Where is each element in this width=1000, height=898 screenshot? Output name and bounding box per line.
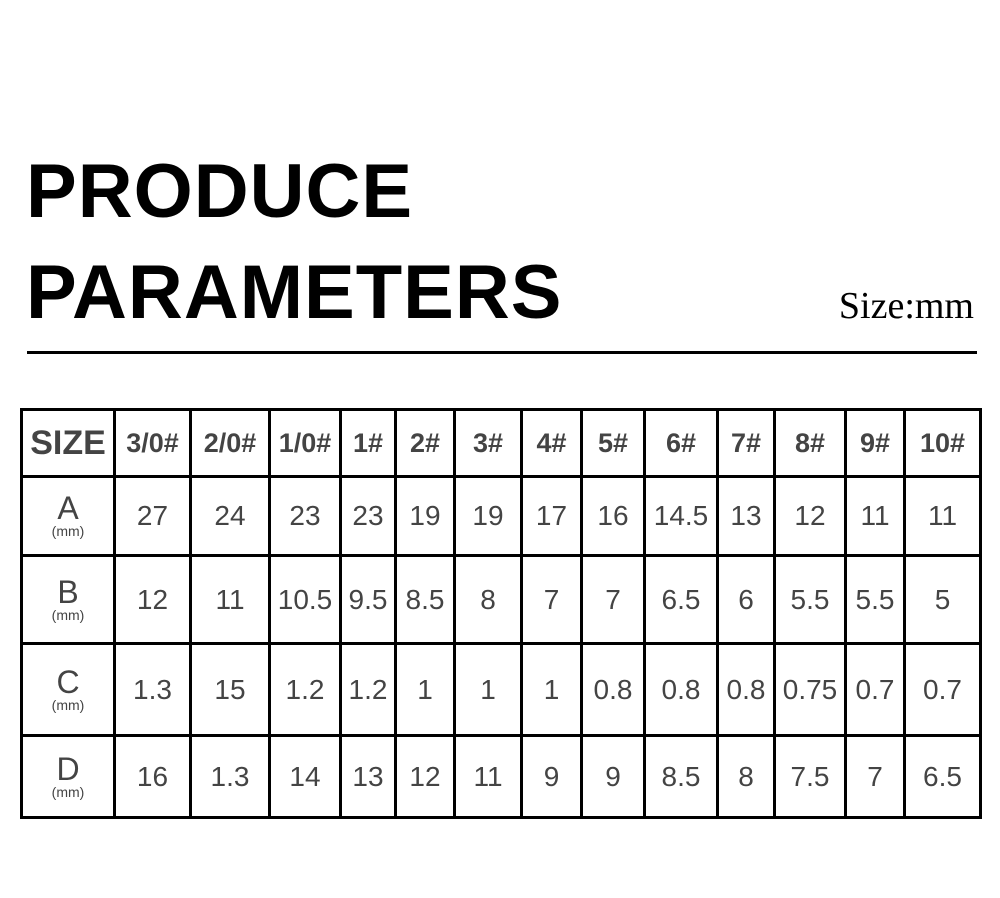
value-cell: 9.5 [339, 554, 397, 645]
value-cell: 0.8 [643, 642, 719, 737]
header-cell: 8# [773, 408, 847, 478]
header-cell: 1# [339, 408, 397, 478]
value-cell: 11 [453, 734, 523, 819]
unit-note: Size:mm [838, 285, 974, 327]
header-cell: SIZE [20, 408, 116, 478]
value-cell: 0.75 [773, 642, 847, 737]
value-cell: 5 [903, 554, 982, 645]
value-cell: 11 [189, 554, 271, 645]
row-unit: (mm) [51, 523, 85, 539]
header-cell: 5# [580, 408, 646, 478]
value-cell: 1.2 [268, 642, 342, 737]
value-cell: 13 [339, 734, 397, 819]
table-row: B (mm) 12 11 10.5 9.5 8.5 8 7 7 6.5 6 5.5 5.5 5 [20, 554, 982, 645]
value-cell: 0.7 [844, 642, 906, 737]
value-cell: 24 [189, 475, 271, 557]
table-row: D (mm) 16 1.3 14 13 12 11 9 9 8.5 8 7.5 7 6.5 [20, 734, 982, 819]
value-cell: 10.5 [268, 554, 342, 645]
header-cell: 4# [520, 408, 583, 478]
value-cell: 9 [520, 734, 583, 819]
value-cell: 16 [113, 734, 192, 819]
value-cell: 1.2 [339, 642, 397, 737]
header-cell: 10# [903, 408, 982, 478]
value-cell: 7.5 [773, 734, 847, 819]
row-label-cell: C (mm) [20, 642, 116, 737]
value-cell: 0.8 [716, 642, 776, 737]
table-row: C (mm) 1.3 15 1.2 1.2 1 1 1 0.8 0.8 0.8 0.75 0.7 0.7 [20, 642, 982, 737]
row-label: B [57, 573, 79, 610]
value-cell: 6.5 [643, 554, 719, 645]
value-cell: 15 [189, 642, 271, 737]
value-cell: 1.3 [113, 642, 192, 737]
value-cell: 6 [716, 554, 776, 645]
value-cell: 9 [580, 734, 646, 819]
value-cell: 0.8 [580, 642, 646, 737]
value-cell: 17 [520, 475, 583, 557]
value-cell: 8.5 [394, 554, 456, 645]
row-label-cell: A (mm) [20, 475, 116, 557]
header-row: SIZE 3/0# 2/0# 1/0# 1# 2# 3# 4# 5# 6# 7# 8# 9# 10# [20, 408, 982, 478]
value-cell: 19 [453, 475, 523, 557]
value-cell: 1.3 [189, 734, 271, 819]
value-cell: 12 [113, 554, 192, 645]
value-cell: 6.5 [903, 734, 982, 819]
header-cell: 3/0# [113, 408, 192, 478]
value-cell: 8 [453, 554, 523, 645]
row-label-cell: B (mm) [20, 554, 116, 645]
value-cell: 13 [716, 475, 776, 557]
value-cell: 11 [844, 475, 906, 557]
size-table: SIZE 3/0# 2/0# 1/0# 1# 2# 3# 4# 5# 6# 7# 8# 9# 10# A (m… [20, 408, 982, 819]
value-cell: 7 [520, 554, 583, 645]
value-cell: 19 [394, 475, 456, 557]
value-cell: 11 [903, 475, 982, 557]
header-cell: 9# [844, 408, 906, 478]
row-label: D [56, 750, 80, 787]
value-cell: 5.5 [844, 554, 906, 645]
value-cell: 1 [520, 642, 583, 737]
divider [27, 351, 977, 354]
value-cell: 23 [268, 475, 342, 557]
header-cell: 7# [716, 408, 776, 478]
value-cell: 23 [339, 475, 397, 557]
value-cell: 27 [113, 475, 192, 557]
title-line-2: PARAMETERS [26, 250, 563, 335]
value-cell: 7 [580, 554, 646, 645]
header-cell: 6# [643, 408, 719, 478]
table-row: A (mm) 27 24 23 23 19 19 17 16 14.5 13 12 11 11 [20, 475, 982, 557]
value-cell: 14 [268, 734, 342, 819]
value-cell: 12 [394, 734, 456, 819]
row-label: C [56, 663, 80, 700]
row-label: A [57, 490, 79, 526]
value-cell: 14.5 [643, 475, 719, 557]
value-cell: 1 [394, 642, 456, 737]
row-unit: (mm) [51, 696, 85, 713]
header-cell: 3# [453, 408, 523, 478]
row-unit: (mm) [51, 783, 85, 800]
header-cell: 1/0# [268, 408, 342, 478]
title-line-1: PRODUCE [26, 149, 414, 234]
value-cell: 0.7 [903, 642, 982, 737]
value-cell: 1 [453, 642, 523, 737]
row-label-cell: D (mm) [20, 734, 116, 819]
value-cell: 12 [773, 475, 847, 557]
value-cell: 5.5 [773, 554, 847, 645]
value-cell: 8 [716, 734, 776, 819]
value-cell: 16 [580, 475, 646, 557]
header-cell: 2# [394, 408, 456, 478]
row-unit: (mm) [51, 606, 85, 623]
header-cell: 2/0# [189, 408, 271, 478]
value-cell: 7 [844, 734, 906, 819]
value-cell: 8.5 [643, 734, 719, 819]
